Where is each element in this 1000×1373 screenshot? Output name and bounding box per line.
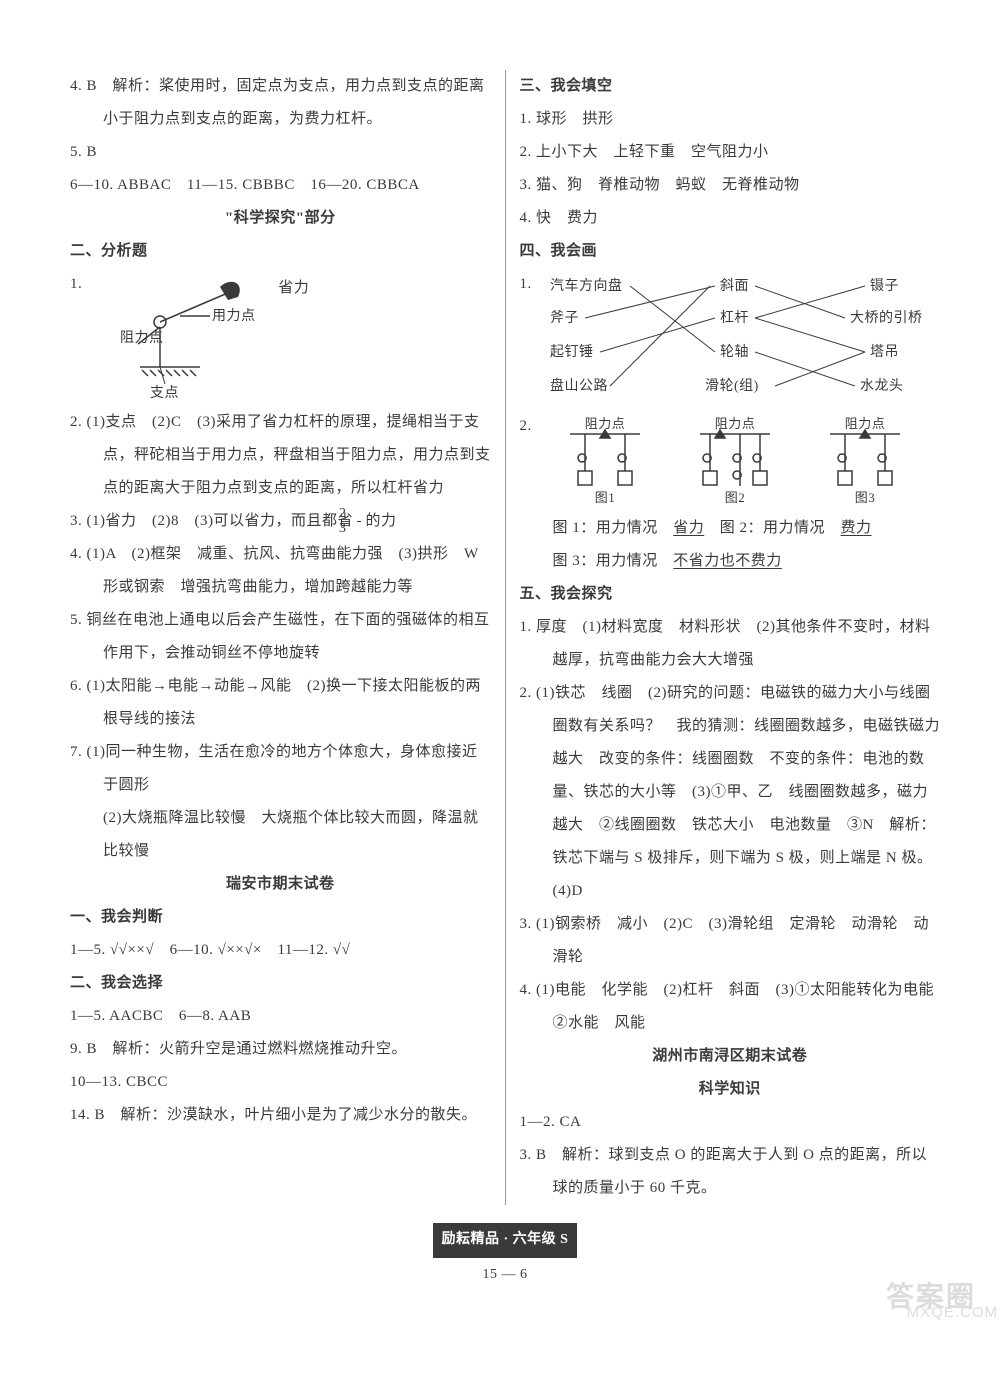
- svg-text:水龙头: 水龙头: [860, 378, 904, 394]
- analysis-q7b: (2)大烧瓶降温比较慢 大烧瓶个体比较大而圆，降温就比较慢: [70, 802, 491, 868]
- choose-14: 14. B 解析：沙漠缺水，叶片细小是为了减少水分的散失。: [70, 1099, 491, 1132]
- q1-number: 1.: [70, 268, 82, 301]
- svg-text:镊子: 镊子: [870, 278, 899, 294]
- explore-2d: (4)D: [520, 875, 941, 908]
- huzhou-1-2: 1—2. CA: [520, 1106, 941, 1139]
- matching-diagram: 汽车方向盘 斜面 镊子 斧子 杠杆 大桥的引桥 起钉锤 轮轴 塔吊 盘山公路 滑…: [550, 274, 930, 404]
- q3-text-b: 的力: [365, 513, 396, 529]
- footer-series-box: 励耘精品 · 六年级 S: [433, 1223, 578, 1258]
- pulley-answers-1-2: 图 1：用力情况 省力 图 2：用力情况 费力: [520, 512, 941, 545]
- matching-q1: 1. 汽车方向盘 斜面 镊子 斧子 杠杆 大桥的引桥 起钉锤 轮轴 塔吊 盘山公…: [520, 268, 941, 410]
- analysis-q3: 3. (1)省力 (2)8 (3)可以省力，而且都省 23 的力: [70, 505, 491, 538]
- svg-text:图3: 图3: [855, 490, 876, 505]
- choose-9: 9. B 解析：火箭升空是通过燃料燃烧推动升空。: [70, 1033, 491, 1066]
- footer-page-number: 15 — 6: [483, 1260, 528, 1291]
- choose-10-13: 10—13. CBCC: [70, 1066, 491, 1099]
- science-inquiry-heading: "科学探究"部分: [70, 202, 491, 235]
- svg-text:滑轮(组): 滑轮(组): [705, 377, 759, 394]
- section-choose-heading: 二、我会选择: [70, 967, 491, 1000]
- svg-text:大桥的引桥: 大桥的引桥: [850, 310, 923, 326]
- fill-2: 2. 上小下大 上轻下重 空气阻力小: [520, 136, 941, 169]
- fill-4: 4. 快 费力: [520, 202, 941, 235]
- label-resistance-point: 阻力点: [120, 330, 164, 346]
- explore-3: 3. (1)钢索桥 减小 (2)C (3)滑轮组 定滑轮 动滑轮 动滑轮: [520, 908, 941, 974]
- huzhou-subheading: 科学知识: [520, 1073, 941, 1106]
- page-footer: 励耘精品 · 六年级 S 15 — 6: [70, 1223, 940, 1291]
- q3-text-a: 3. (1)省力 (2)8 (3)可以省力，而且都省: [70, 513, 353, 529]
- pulley-answer-3: 图 3：用力情况 不省力也不费力: [520, 545, 941, 578]
- svg-text:阻力点: 阻力点: [715, 416, 756, 431]
- svg-text:图1: 图1: [595, 490, 616, 505]
- label-force-point: 用力点: [212, 308, 256, 324]
- svg-text:塔吊: 塔吊: [870, 344, 899, 360]
- explore-2: 2. (1)铁芯 线圈 (2)研究的问题：电磁铁的磁力大小与线圈圈数有关系吗？ …: [520, 677, 941, 875]
- judge-answers: 1—5. √√××√ 6—10. √××√× 11—12. √√: [70, 934, 491, 967]
- huzhou-heading: 湖州市南浔区期末试卷: [520, 1040, 941, 1073]
- fill-1: 1. 球形 拱形: [520, 103, 941, 136]
- right-column: 三、我会填空 1. 球形 拱形 2. 上小下大 上轻下重 空气阻力小 3. 猫、…: [506, 70, 941, 1205]
- watermark-url: MXQE.COM: [907, 1296, 998, 1329]
- huzhou-3: 3. B 解析：球到支点 O 的距离大于人到 O 点的距离，所以球的质量小于 6…: [520, 1139, 941, 1205]
- svg-text:起钉锤: 起钉锤: [550, 344, 594, 360]
- pulley-diagram: 阻力点 阻力点 阻力点 图1 图2 图3: [550, 416, 930, 506]
- label-fulcrum: 支点: [150, 385, 179, 401]
- section-draw-heading: 四、我会画: [520, 235, 941, 268]
- svg-text:轮轴: 轮轴: [720, 344, 749, 360]
- explore-1: 1. 厚度 (1)材料宽度 材料形状 (2)其他条件不变时，材料越厚，抗弯曲能力…: [520, 611, 941, 677]
- svg-text:盘山公路: 盘山公路: [550, 377, 608, 394]
- ruian-heading: 瑞安市期末试卷: [70, 868, 491, 901]
- section-judge-heading: 一、我会判断: [70, 901, 491, 934]
- svg-text:斧子: 斧子: [550, 310, 579, 326]
- analysis-q4: 4. (1)A (2)框架 减重、抗风、抗弯曲能力强 (3)拱形 W 形或钢索 …: [70, 538, 491, 604]
- analysis-q6: 6. (1)太阳能→电能→动能→风能 (2)换一下接太阳能板的两根导线的接法: [70, 670, 491, 736]
- svg-text:杠杆: 杠杆: [720, 310, 749, 326]
- svg-text:斜面: 斜面: [720, 278, 749, 294]
- svg-text:图2: 图2: [725, 490, 746, 505]
- analysis-q5: 5. 铜丝在电池上通电以后会产生磁性，在下面的强磁体的相互作用下，会推动铜丝不停…: [70, 604, 491, 670]
- fraction-2-3: 23: [357, 507, 361, 536]
- q1-answer: 省力: [278, 268, 309, 305]
- q5: 5. B: [70, 136, 491, 169]
- choose-1-8: 1—5. AACBC 6—8. AAB: [70, 1000, 491, 1033]
- svg-text:汽车方向盘: 汽车方向盘: [550, 277, 623, 294]
- section-analysis-heading: 二、分析题: [70, 235, 491, 268]
- left-column: 4. B 解析：桨使用时，固定点为支点，用力点到支点的距离小于阻力点到支点的距离…: [70, 70, 506, 1205]
- q1-row: 1. 用力点 阻力点 支点 省力: [70, 268, 491, 406]
- analysis-q2: 2. (1)支点 (2)C (3)采用了省力杠杆的原理，提绳相当于支点，秤砣相当…: [70, 406, 491, 505]
- two-column-layout: 4. B 解析：桨使用时，固定点为支点，用力点到支点的距离小于阻力点到支点的距离…: [70, 70, 940, 1205]
- explore-4: 4. (1)电能 化学能 (2)杠杆 斜面 (3)①太阳能转化为电能 ②水能 风…: [520, 974, 941, 1040]
- section-fill-heading: 三、我会填空: [520, 70, 941, 103]
- section-explore-heading: 五、我会探究: [520, 578, 941, 611]
- fill-3: 3. 猫、狗 脊椎动物 蚂蚁 无脊椎动物: [520, 169, 941, 202]
- q6-20: 6—10. ABBAC 11—15. CBBBC 16—20. CBBCA: [70, 169, 491, 202]
- pulley-q2: 2. 阻力点 阻力点 阻力点 图1 图2 图3: [520, 410, 941, 512]
- analysis-q7a: 7. (1)同一种生物，生活在愈冷的地方个体愈大，身体愈接近于圆形: [70, 736, 491, 802]
- q4: 4. B 解析：桨使用时，固定点为支点，用力点到支点的距离小于阻力点到支点的距离…: [70, 70, 491, 136]
- lever-diagram: 用力点 阻力点 支点: [120, 272, 270, 402]
